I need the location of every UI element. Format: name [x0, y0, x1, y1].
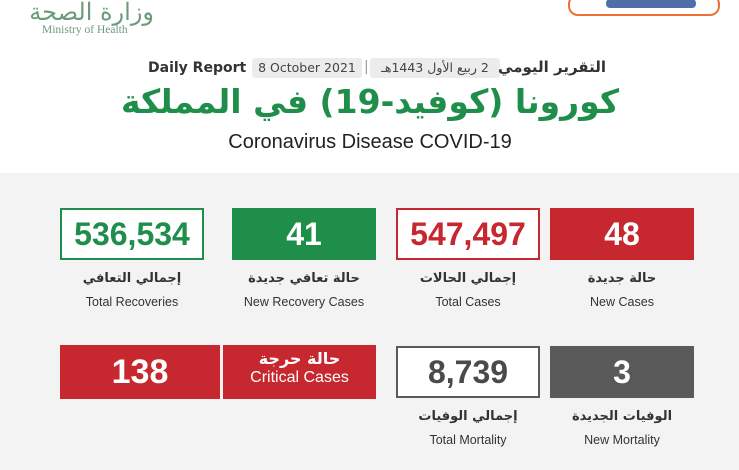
- corner-badge: [568, 0, 720, 16]
- new-cases-label-ar: حالة جديدة: [587, 271, 657, 286]
- total-mortality-label-en: Total Mortality: [429, 433, 507, 447]
- critical-cases-label-ar: حالة حرجة: [258, 349, 341, 368]
- corner-badge-icon: [606, 0, 696, 8]
- total-cases-value: 547,497: [396, 208, 540, 260]
- new-mortality-label-ar: الوفيات الجديدة: [571, 409, 673, 424]
- report-separator: |: [364, 59, 369, 75]
- total-recoveries-label-ar: إجمالي التعافي: [82, 271, 182, 286]
- logo-english: Ministry of Health: [42, 24, 128, 36]
- new-recovery-value: 41: [232, 208, 376, 260]
- report-label-en: Daily Report: [148, 60, 247, 76]
- report-line: Daily Report 8 October 2021 | 2 ربيع الأ…: [0, 58, 739, 80]
- new-mortality-label-en: New Mortality: [584, 433, 660, 447]
- page-title-arabic: كورونا (كوفيد-19) في المملكة: [120, 82, 620, 121]
- report-date-hijri: 2 ربيع الأول 1443هـ: [370, 58, 500, 78]
- new-recovery-label-ar: حالة تعافي جديدة: [248, 271, 360, 286]
- total-cases-label-en: Total Cases: [435, 295, 501, 309]
- total-recoveries-label-en: Total Recoveries: [85, 295, 179, 309]
- new-cases-label-en: New Cases: [590, 295, 654, 309]
- new-cases-value: 48: [550, 208, 694, 260]
- critical-cases-label: حالة حرجة Critical Cases: [223, 345, 376, 399]
- total-mortality-value: 8,739: [396, 346, 540, 398]
- total-cases-label-ar: إجمالي الحالات: [419, 271, 517, 286]
- page-title-english: Coronavirus Disease COVID-19: [228, 131, 512, 153]
- critical-cases-card: 138 حالة حرجة Critical Cases: [60, 345, 376, 399]
- total-mortality-label-ar: إجمالي الوفيات: [418, 409, 518, 424]
- new-recovery-label-en: New Recovery Cases: [243, 295, 365, 309]
- report-label-ar: التقرير اليومي: [498, 58, 606, 76]
- logo-arabic: وزارة الصحة: [29, 0, 154, 26]
- total-recoveries-value: 536,534: [60, 208, 204, 260]
- critical-cases-value: 138: [60, 345, 220, 399]
- ministry-logo: وزارة الصحة Ministry of Health: [29, 0, 168, 42]
- critical-cases-label-en: Critical Cases: [250, 369, 349, 386]
- report-date-gregorian: 8 October 2021: [252, 58, 362, 78]
- new-mortality-value: 3: [550, 346, 694, 398]
